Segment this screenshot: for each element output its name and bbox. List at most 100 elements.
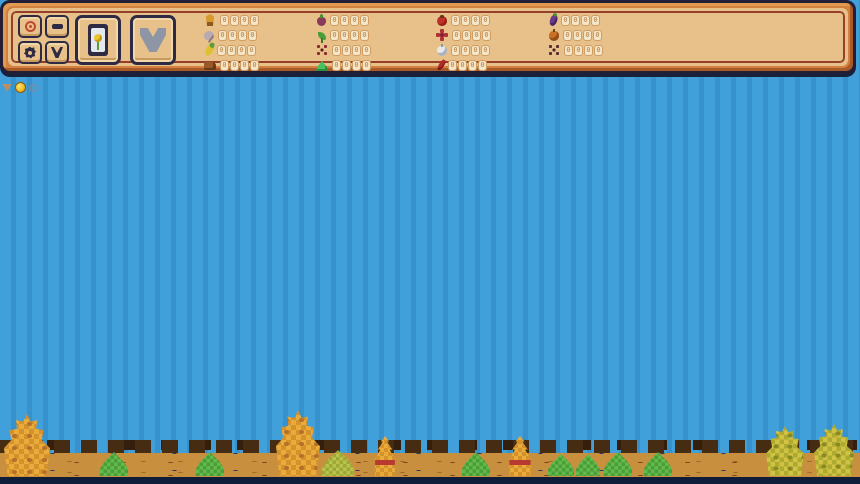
seed-jar-button[interactable] (75, 15, 121, 65)
digit-badge: 0 (240, 14, 249, 26)
digit-badge: 0 (237, 44, 246, 56)
digit-badge: 0 (350, 29, 359, 41)
digit-badge: 0 (217, 44, 226, 56)
seeds-dark-icon (548, 44, 560, 56)
target-icon (24, 21, 36, 32)
digit-badge: 0 (468, 59, 477, 71)
digit-badge: 0 (362, 44, 371, 56)
digit-badge: 0 (340, 29, 349, 41)
digit-badge: 0 (342, 44, 351, 56)
flower-red-icon (436, 29, 448, 41)
digit-badge: 0 (330, 14, 339, 26)
hammer-flower-icon (204, 31, 214, 40)
digit-badge: 0 (451, 44, 460, 56)
collapse-triangle-icon[interactable] (2, 83, 12, 92)
digit-badge: 0 (461, 14, 470, 26)
digit-badge: 0 (340, 14, 349, 26)
digit-badge: 0 (461, 44, 470, 56)
tree-olive[interactable] (814, 424, 854, 476)
chevron-down-button[interactable] (45, 41, 69, 64)
onion-orange-icon (549, 29, 559, 41)
digit-badge: 0 (218, 29, 227, 41)
bedrock-strip (0, 477, 860, 484)
tree-gold[interactable] (276, 410, 320, 476)
wheat-icon (205, 14, 215, 26)
digit-badge: 0 (350, 14, 359, 26)
gear-button[interactable] (18, 41, 42, 64)
dirt-ridge (0, 440, 860, 455)
corn-icon (203, 43, 216, 57)
digit-badge: 0 (230, 14, 239, 26)
digit-badge: 0 (342, 59, 351, 71)
digit-badge: 0 (360, 14, 369, 26)
digit-badge: 0 (360, 29, 369, 41)
digit-badge: 0 (462, 29, 471, 41)
target-button[interactable] (18, 15, 42, 38)
digit-badge: 0 (481, 14, 490, 26)
digit-badge: 0 (352, 44, 361, 56)
digit-badge: 0 (238, 29, 247, 41)
digit-badge: 0 (332, 59, 341, 71)
digit-badge: 0 (574, 44, 583, 56)
digit-badge: 0 (451, 14, 460, 26)
jar-flower-bloom (94, 34, 102, 42)
eggplant-icon (548, 14, 559, 27)
beet-icon (317, 13, 326, 26)
digit-badge: 0 (593, 29, 602, 41)
digit-badge: 0 (472, 29, 481, 41)
soil-row (0, 453, 860, 477)
gear-icon (24, 46, 36, 59)
wood-icon (204, 62, 216, 70)
digit-badge: 0 (220, 14, 229, 26)
digit-badge: 0 (247, 44, 256, 56)
digit-badge: 0 (458, 59, 467, 71)
slingshot-button[interactable] (130, 15, 176, 65)
onion-white-icon (437, 44, 447, 56)
digit-badge: 0 (478, 59, 487, 71)
digit-badge: 0 (581, 14, 590, 26)
digit-badge: 0 (362, 59, 371, 71)
jar-glass (91, 28, 105, 52)
coin-icon (15, 82, 26, 93)
coin-count: 0 (29, 83, 37, 92)
minus-icon (51, 24, 63, 29)
tree-olive[interactable] (766, 426, 804, 476)
digit-badge: 0 (220, 59, 229, 71)
digit-badge: 0 (452, 29, 461, 41)
digit-badge: 0 (584, 44, 593, 56)
digit-badge: 0 (564, 44, 573, 56)
digit-badge: 0 (481, 44, 490, 56)
jar-flower-stem (97, 40, 99, 50)
digit-badge: 0 (240, 59, 249, 71)
minus-button[interactable] (45, 15, 69, 38)
digit-badge: 0 (571, 14, 580, 26)
digit-badge: 0 (228, 29, 237, 41)
tree-gold[interactable] (4, 414, 50, 476)
